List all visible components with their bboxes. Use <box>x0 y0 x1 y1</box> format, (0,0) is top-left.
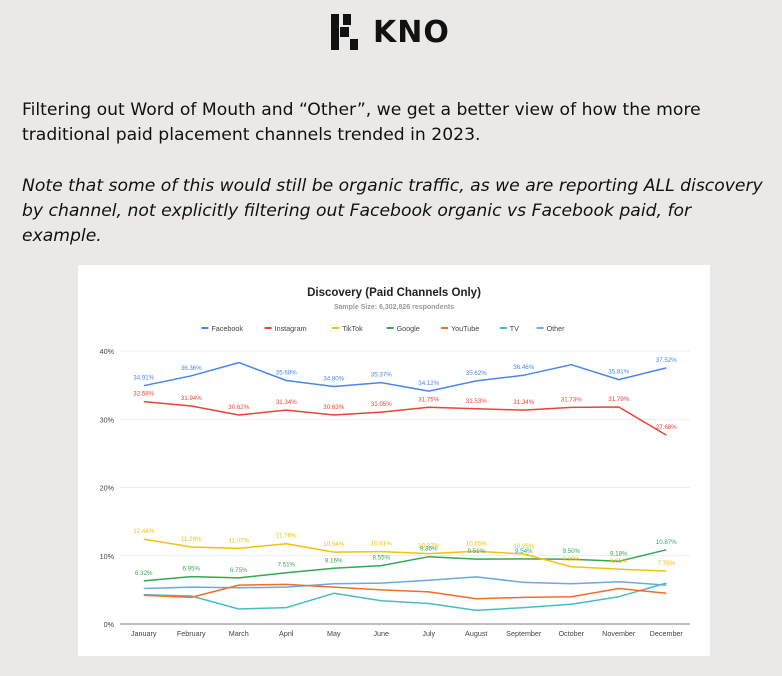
data-label-instagram: 31.34% <box>276 399 297 406</box>
legend-label-tv: TV <box>510 324 519 333</box>
x-tick-label: August <box>465 629 487 638</box>
data-label-facebook: 35.68% <box>276 369 297 376</box>
series-line-google <box>143 549 667 582</box>
data-label-instagram: 31.75% <box>418 396 439 403</box>
data-label-facebook: 36.36% <box>181 365 202 372</box>
discovery-line-chart: Discovery (Paid Channels Only) Sample Siz… <box>100 287 690 638</box>
data-label-instagram: 30.62% <box>228 404 249 411</box>
data-label-google: 6.32% <box>135 570 153 577</box>
series-line-facebook <box>143 361 667 392</box>
data-label-google: 10.87% <box>656 539 677 546</box>
y-tick-label: 10% <box>100 552 115 561</box>
data-label-tiktok: 10.54% <box>323 541 344 548</box>
intro-paragraph: Filtering out Word of Mouth and “Other”,… <box>22 100 701 145</box>
data-label-tiktok: 11.28% <box>181 536 202 543</box>
kno-logo: KNO <box>331 14 450 50</box>
x-tick-label: July <box>422 629 435 638</box>
data-label-facebook: 35.62% <box>466 370 487 377</box>
series-line-instagram <box>143 400 667 436</box>
data-label-facebook: 34.80% <box>323 375 344 382</box>
series-line-tiktok <box>143 538 667 572</box>
data-label-tiktok: 10.61% <box>371 541 392 548</box>
series-line-youtube <box>143 583 667 600</box>
data-label-tiktok: 10.32% <box>418 543 439 550</box>
data-label-google: 9.50% <box>562 548 580 555</box>
data-label-tiktok: 7.75% <box>657 560 675 567</box>
data-label-facebook: 37.52% <box>656 357 677 364</box>
note-paragraph: Note that some of this would still be or… <box>22 176 763 246</box>
data-label-instagram: 31.34% <box>513 399 534 406</box>
legend-label-tiktok: TikTok <box>342 324 363 333</box>
data-label-facebook: 35.81% <box>608 369 629 376</box>
data-label-tiktok: 8.05% <box>610 558 628 565</box>
chart-card: Discovery (Paid Channels Only) Sample Siz… <box>78 265 710 656</box>
legend-label-instagram: Instagram <box>275 324 307 333</box>
data-label-google: 9.86% <box>420 546 438 553</box>
data-label-instagram: 31.53% <box>466 398 487 405</box>
chart-subtitle: Sample Size: 6,302,826 respondents <box>334 304 454 311</box>
series-line-tv <box>143 582 667 612</box>
x-tick-label: February <box>177 629 206 638</box>
data-label-instagram: 31.73% <box>561 396 582 403</box>
data-label-tiktok: 11.76% <box>276 533 297 540</box>
x-tick-label: May <box>327 629 341 638</box>
data-label-tiktok: 10.65% <box>466 540 487 547</box>
y-tick-label: 40% <box>100 347 115 356</box>
data-label-tiktok: 10.25% <box>513 543 534 550</box>
x-tick-label: June <box>373 629 389 638</box>
data-label-google: 7.51% <box>277 562 295 569</box>
data-label-google: 8.55% <box>372 555 390 562</box>
data-label-google: 6.75% <box>230 567 248 574</box>
x-tick-label: March <box>229 629 249 638</box>
data-label-instagram: 31.79% <box>608 396 629 403</box>
data-label-facebook: 34.91% <box>133 375 154 382</box>
data-label-google: 6.95% <box>182 566 200 573</box>
kno-logo-mark-icon <box>331 14 358 50</box>
data-label-facebook: 35.37% <box>371 372 392 379</box>
legend-label-google: Google <box>397 324 420 333</box>
y-tick-label: 30% <box>100 415 115 424</box>
data-label-instagram: 32.58% <box>133 391 154 398</box>
x-tick-label: November <box>602 629 636 638</box>
chart-title: Discovery (Paid Channels Only) <box>307 287 481 299</box>
data-label-instagram: 31.94% <box>181 395 202 402</box>
data-label-google: 9.51% <box>467 548 485 555</box>
data-label-google: 9.18% <box>610 550 628 557</box>
data-label-instagram: 27.68% <box>656 424 677 431</box>
data-label-tiktok: 12.44% <box>133 528 154 535</box>
data-label-google: 9.54% <box>515 548 533 555</box>
brand-name: KNO <box>373 14 450 50</box>
data-label-instagram: 31.05% <box>371 401 392 408</box>
data-label-instagram: 30.63% <box>323 404 344 411</box>
data-label-google: 8.16% <box>325 557 343 564</box>
x-tick-label: October <box>558 629 584 638</box>
data-label-tiktok: 11.07% <box>228 537 249 544</box>
x-tick-label: September <box>506 629 542 638</box>
x-tick-label: January <box>131 629 157 638</box>
data-label-tiktok: 8.38% <box>562 556 580 563</box>
data-label-facebook: 34.12% <box>418 380 439 387</box>
y-tick-label: 0% <box>104 620 115 629</box>
x-tick-label: December <box>650 629 684 638</box>
y-tick-label: 20% <box>100 484 115 493</box>
legend-label-other: Other <box>547 324 566 333</box>
series-line-other <box>143 576 667 590</box>
legend-label-youtube: YouTube <box>451 324 479 333</box>
x-tick-label: April <box>279 629 294 638</box>
data-label-facebook: 36.46% <box>513 364 534 371</box>
legend-label-facebook: Facebook <box>211 324 243 333</box>
